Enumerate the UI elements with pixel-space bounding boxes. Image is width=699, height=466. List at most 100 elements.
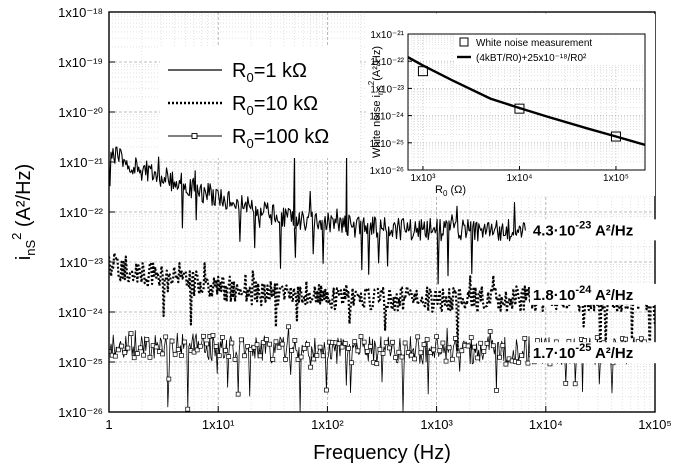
annotations: 4.3·10-23 A²/Hz 1.8·10-24 A²/Hz 1.7·10-25 … — [529, 219, 658, 364]
series-100k-marker — [311, 356, 317, 362]
y-tick-label: 1x10⁻¹⁸ — [58, 5, 103, 20]
series-100k-marker — [440, 340, 446, 346]
main-legend: R0=1 kΩ R0=10 kΩ R0=100 kΩ — [160, 46, 360, 158]
series-100k-marker — [141, 352, 146, 358]
series-100k-marker — [273, 339, 279, 345]
series-100k-marker — [172, 352, 178, 357]
series-100k-marker — [497, 354, 502, 360]
series-100k-marker — [484, 340, 490, 346]
series-100k-marker — [295, 356, 301, 362]
series-100k-marker — [393, 355, 398, 360]
series-100k-marker — [169, 338, 175, 344]
series-100k-marker — [147, 354, 153, 360]
x-tick-label: 1x10¹ — [202, 417, 235, 432]
inset-measurement-marker — [514, 103, 525, 114]
series-100k-marker — [245, 344, 250, 349]
series-100k-marker — [213, 343, 219, 349]
series-100k-marker — [276, 344, 282, 350]
series-100k-marker — [475, 355, 480, 361]
y-tick-label: 1x10⁻²² — [59, 205, 103, 220]
series-100k-marker — [358, 334, 364, 339]
main-ticks: 1 1x10¹ 1x10² 1x10³ 1x10⁴ 1x10⁵ 1x10⁻¹⁸ 1x10⁻¹⁹… — [58, 5, 672, 432]
series-100k-marker — [283, 356, 288, 362]
series-100k-marker — [257, 353, 263, 359]
series-100k-marker — [500, 343, 506, 348]
inset-y-tick-label: 1x10⁻²⁵ — [370, 139, 404, 150]
series-100k-marker — [163, 334, 169, 340]
series-100k-marker — [342, 341, 348, 346]
series-100k-marker — [349, 360, 354, 366]
x-tick-label: 1x10⁴ — [529, 417, 563, 432]
series-100k-marker — [308, 364, 313, 370]
series-100k-marker — [453, 336, 458, 341]
series-100k-marker — [409, 352, 414, 358]
series-100k-line — [109, 326, 655, 412]
series-100k-marker — [594, 335, 600, 340]
inset-y-tick-label: 1x10⁻²⁶ — [370, 166, 404, 177]
x-tick-label: 1 — [105, 417, 112, 432]
series-100k-marker — [346, 345, 351, 351]
inset-measurement-marker — [610, 131, 621, 142]
series-100k-marker — [194, 347, 200, 353]
inset-grid — [407, 34, 646, 171]
y-tick-label: 1x10⁻¹⁹ — [58, 55, 103, 70]
series-100k-marker — [494, 388, 499, 393]
inset-x-tick-label: 1x10³ — [410, 173, 436, 184]
series-100k-marker — [418, 350, 424, 356]
annotation-background — [529, 342, 658, 364]
series-100k-marker — [119, 343, 124, 349]
series-100k-marker — [402, 340, 408, 346]
series-100k-marker — [516, 360, 521, 365]
x-tick-label: 1x10⁵ — [638, 417, 672, 432]
inset-fit-line — [408, 56, 645, 147]
y-tick-label: 1x10⁻²⁴ — [58, 305, 103, 320]
y-tick-label: 1x10⁻²¹ — [59, 155, 103, 170]
series-100k-marker — [446, 345, 452, 351]
series-100k-marker — [519, 352, 525, 358]
series-100k-marker — [185, 406, 191, 412]
series-100k-marker — [153, 344, 159, 350]
series-100k-marker — [336, 341, 342, 347]
series-100k-marker — [264, 337, 269, 342]
inset-y-tick-label: 1x10⁻²² — [370, 57, 404, 68]
series-100k-marker — [175, 347, 181, 352]
annotation-label: 1.7·10-25 A²/Hz — [533, 342, 633, 362]
inset-series — [408, 56, 645, 147]
inset-legend-fit: (4kBT/R0)+25x10⁻¹⁸/R0² — [476, 53, 587, 64]
series-100k-marker — [182, 339, 187, 345]
inset-x-tick-label: 1x10⁴ — [506, 173, 532, 184]
series-100k-marker — [472, 344, 477, 350]
series-100k-marker — [387, 345, 392, 351]
series-100k-marker — [481, 349, 487, 354]
legend-label-1k: R0=1 kΩ — [232, 60, 307, 85]
series-100k-marker — [324, 387, 329, 393]
series-100k-marker — [377, 347, 383, 352]
series-100k-marker — [254, 342, 260, 348]
series-100k-marker — [220, 335, 225, 340]
series-100k-marker — [478, 340, 484, 346]
series-100k-marker — [125, 345, 131, 351]
annotation-label: 4.3·10-23 A²/Hz — [533, 219, 633, 239]
series-100k-marker — [270, 356, 276, 362]
series-100k-marker — [380, 351, 386, 356]
x-tick-label: 1x10³ — [420, 417, 453, 432]
series-100k-marker — [390, 339, 395, 345]
series-100k-marker — [415, 334, 421, 340]
series-100k-marker — [160, 351, 165, 357]
series-100k-marker — [314, 353, 320, 358]
inset-y-axis-title: White noise inS2(A²/Hz) — [367, 46, 385, 158]
series-100k-marker — [320, 353, 326, 359]
series-100k-marker — [223, 348, 228, 353]
series-100k-marker — [437, 348, 443, 354]
series-100k-marker — [235, 391, 241, 397]
series-100k-marker — [251, 344, 257, 350]
x-tick-label: 1x10² — [311, 417, 344, 432]
annotation-background — [529, 283, 658, 305]
series-100k-marker — [261, 340, 266, 345]
annotation-label: 1.8·10-24 A²/Hz — [533, 284, 633, 304]
y-tick-label: 1x10⁻²⁰ — [58, 105, 103, 120]
series-100k-marker — [456, 352, 461, 358]
series-100k-marker — [431, 347, 436, 353]
inset-x-tick-label: 1x10⁵ — [603, 173, 629, 184]
